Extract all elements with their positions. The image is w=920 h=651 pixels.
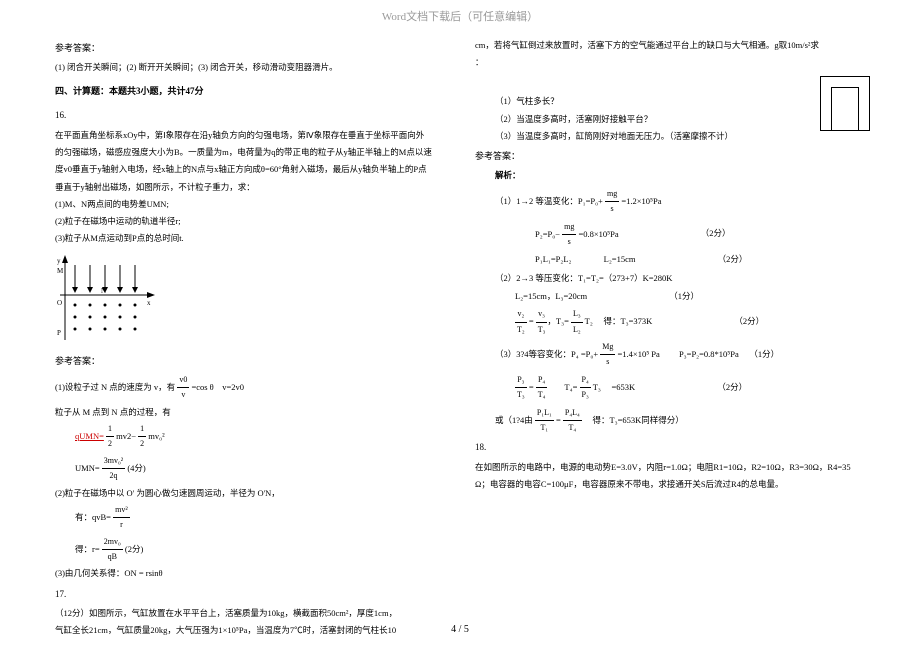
r-f3: P₁L₁=P₂L₂ L₂=15cm （2分） <box>475 252 865 267</box>
svg-text:O: O <box>57 299 62 307</box>
q17-line2: 气缸全长21cm，气缸质量20kg，大气压强为1×10⁵Pa，当温度为7℃时，活… <box>55 623 445 638</box>
q16-sub1: (1)M、N两点间的电势差UMN; <box>55 197 445 212</box>
r-solution-label: 解析： <box>475 168 865 183</box>
q16-line2: 的匀强磁场，磁感应强度大小为B。一质量为m，电荷量为q的带正电的粒子从y轴正半轴… <box>55 145 445 160</box>
right-column: cm，若将气缸倒过来放置时，活塞下方的空气能通过平台上的缺口与大气相通。g取10… <box>460 36 880 641</box>
sol-line6: 有：qvB= mv²r <box>55 503 445 533</box>
sol-line4: UMN= 3mv₀²2q (4分) <box>55 454 445 484</box>
r-f7: （3）3?4等容变化：P₄ =P₀+ Mgs =1.4×10⁵ Pa P₃=P₂… <box>475 340 865 370</box>
r-f2: P₂=P₀− mgs =0.8×10⁵Pa （2分） <box>475 220 865 250</box>
q18-number: 18. <box>475 439 865 455</box>
r-f5: L₂=15cm，L₃=20cm （1分） <box>475 289 865 304</box>
answer-label-2: 参考答案： <box>55 353 445 369</box>
q16-sub3: (3)粒子从M点运动到P点的总时间t. <box>55 231 445 246</box>
r-q1: （1）气柱多长？ <box>475 94 865 109</box>
content-container: 参考答案： (1) 闭合开关瞬间；(2) 断开开关瞬间；(3) 闭合开关，移动滑… <box>0 36 920 641</box>
r-line1: cm，若将气缸倒过来放置时，活塞下方的空气能通过平台上的缺口与大气相通。g取10… <box>475 38 865 53</box>
answer-label-1: 参考答案： <box>55 40 445 56</box>
r-line2: ： <box>475 55 865 70</box>
q16-line4: 垂直于y轴射出磁场，如图所示，不计粒子重力，求： <box>55 180 445 195</box>
svg-text:x: x <box>147 299 151 307</box>
page-header: Word文档下载后（可任意编辑） <box>0 0 920 36</box>
sol-line3: qUMN= 12 mv2− 12 mv₀² <box>55 422 445 452</box>
r-q2: （2）当温度多高时，活塞刚好接触平台？ <box>475 112 865 127</box>
field-diagram: y x O M P N <box>55 255 155 345</box>
q17-line1: （12分）如图所示，气缸放置在水平平台上，活塞质量为10kg，横截面积50cm²… <box>55 606 445 621</box>
r-f6: v₂T₂ = v₃T₃，T₃= L₃L₂ T₂ 得：T₃=373K （2分） <box>475 307 865 337</box>
q18-line2: Ω；电容器的电容C=100μF，电容器原来不带电，求接通开关S后流过R4的总电量… <box>475 477 865 492</box>
r-f4: （2）2→3 等压变化：T₁=T₂=（273+7）K=280K <box>475 271 865 286</box>
r-f8: P₃T₃ = P₄T₄ T₄= P₄P₃ T₃ =653K （2分） <box>475 373 865 403</box>
sol-line5: (2)粒子在磁场中以 O' 为圆心做匀速圆周运动，半径为 O'N， <box>55 486 445 501</box>
q16-line3: 度v0垂直于y轴射入电场，经x轴上的N点与x轴正方向成θ=60°角射入磁场，最后… <box>55 162 445 177</box>
r-f9: 或（1?4由 P₁L₁T₁ = P₄L₄T₄ 得：T₃=653K同样得分） <box>475 406 865 436</box>
r-q3: （3）当温度多高时，缸筒刚好对地面无压力。（活塞摩擦不计） <box>475 129 865 144</box>
svg-text:N: N <box>101 287 106 295</box>
sol-line1: (1)设粒子过 N 点的速度为 v，有 v0v =cos θ v=2v0 <box>55 373 445 403</box>
svg-text:y: y <box>57 257 61 265</box>
r-f1: （1）1→2 等温变化：P₁=P₀+ mgs =1.2×10⁵Pa <box>475 187 865 217</box>
q16-line1: 在平面直角坐标系xOy中，第Ⅰ象限存在沿y轴负方向的匀强电场，第Ⅳ象限存在垂直于… <box>55 128 445 143</box>
r-answer-label: 参考答案： <box>475 148 865 164</box>
page-footer: 4 / 5 <box>451 621 469 639</box>
svg-text:M: M <box>57 267 64 275</box>
sol-line2: 粒子从 M 点到 N 点的过程，有 <box>55 405 445 420</box>
cylinder-diagram <box>820 76 870 131</box>
q16-number: 16. <box>55 107 445 123</box>
sol-line8: (3)由几何关系得：ON = rsinθ <box>55 566 445 581</box>
svg-text:P: P <box>57 329 61 337</box>
section-4-header: 四、计算题：本题共3小题，共计47分 <box>55 83 445 99</box>
q18-line1: 在如图所示的电路中，电源的电动势E=3.0V，内阻r=1.0Ω；电阻R1=10Ω… <box>475 460 865 475</box>
q17-number: 17. <box>55 586 445 602</box>
q16-sub2: (2)粒子在磁场中运动的轨道半径r; <box>55 214 445 229</box>
answer-text-1: (1) 闭合开关瞬间；(2) 断开开关瞬间；(3) 闭合开关，移动滑动变阻器滑片… <box>55 60 445 75</box>
left-column: 参考答案： (1) 闭合开关瞬间；(2) 断开开关瞬间；(3) 闭合开关，移动滑… <box>40 36 460 641</box>
sol-line7: 得：r= 2mv₀qB (2分) <box>55 535 445 565</box>
